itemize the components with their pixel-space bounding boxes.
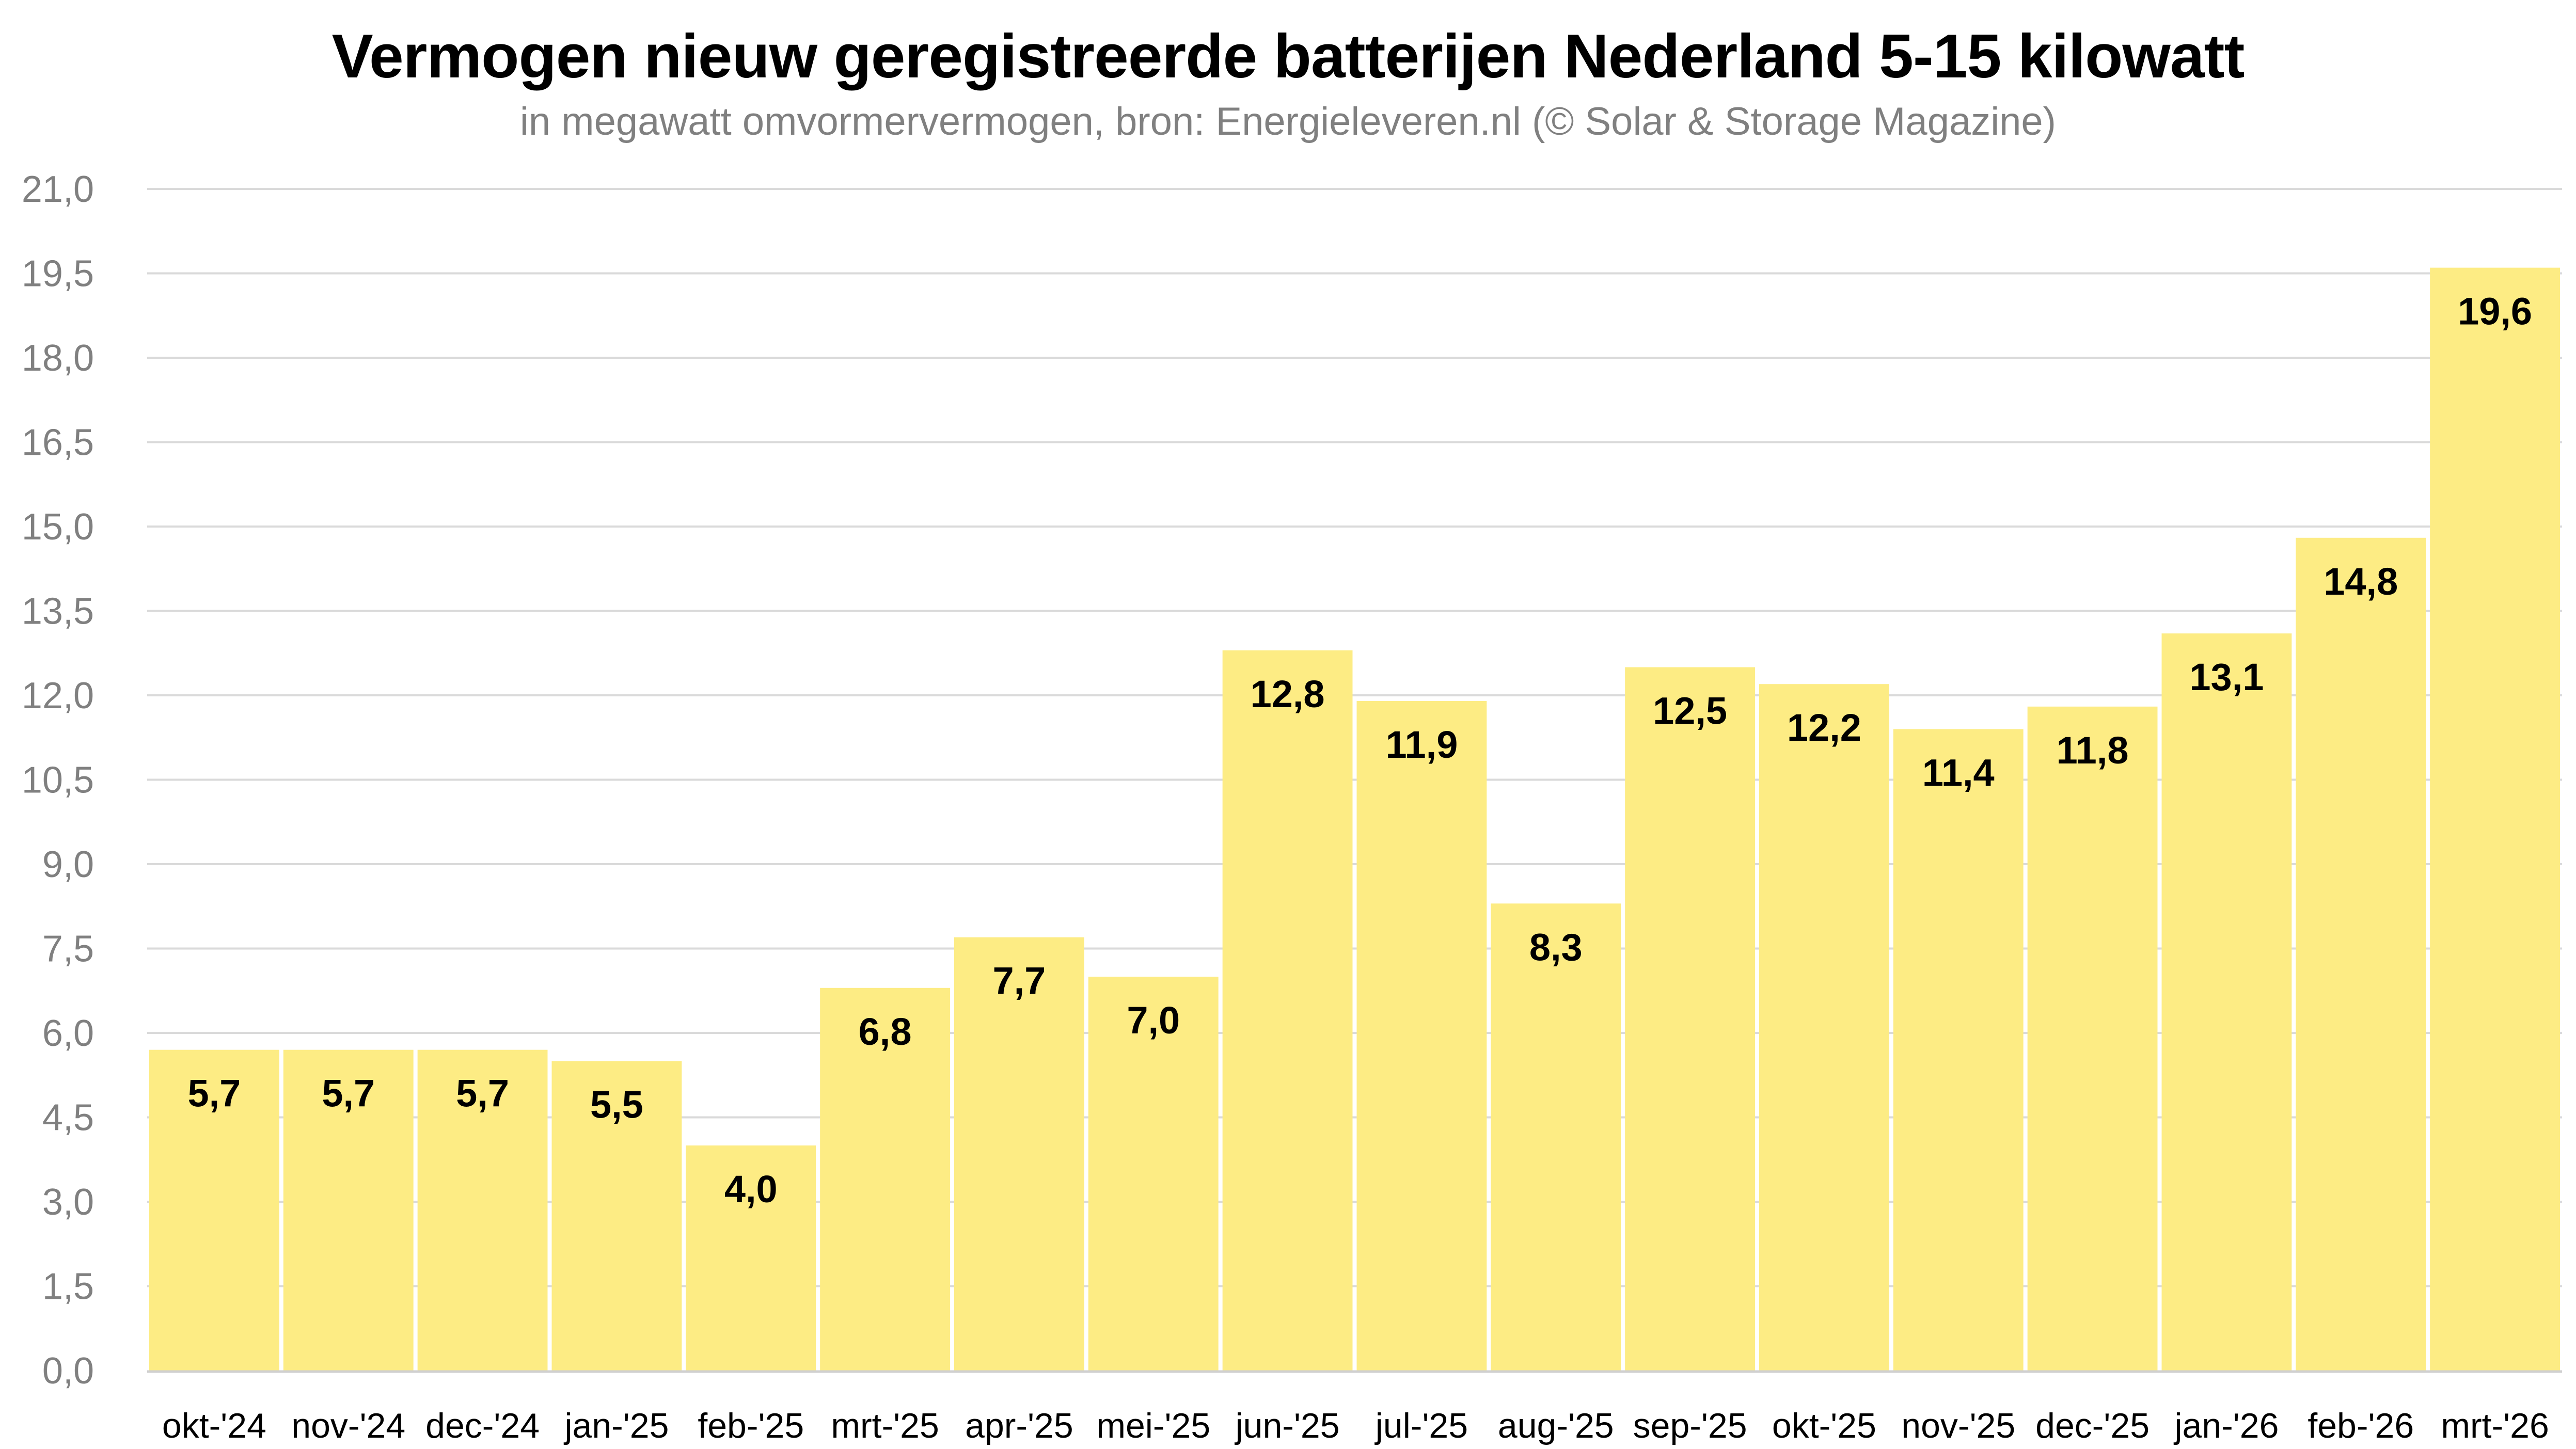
bar <box>686 1145 816 1371</box>
y-tick-label: 18,0 <box>22 338 94 379</box>
y-tick-label: 12,0 <box>22 675 94 716</box>
x-tick-label: jun-'25 <box>1235 1406 1340 1445</box>
bar <box>954 937 1084 1371</box>
bar <box>1893 729 2024 1371</box>
y-tick-label: 4,5 <box>42 1097 94 1139</box>
x-tick-label: sep-'25 <box>1633 1406 1747 1445</box>
bar <box>1759 684 1889 1371</box>
data-label: 13,1 <box>2189 656 2264 698</box>
x-tick-label: feb-'26 <box>2308 1406 2414 1445</box>
x-tick-label: jul-'25 <box>1374 1406 1468 1445</box>
bar <box>2430 267 2560 1371</box>
data-label: 4,0 <box>724 1168 778 1211</box>
data-label: 12,2 <box>1787 706 1861 749</box>
data-label: 5,7 <box>456 1072 509 1115</box>
bar <box>2296 537 2426 1371</box>
x-axis-ticks: okt-'24 nov-'24 dec-'24 jan-'25 feb-'25 mrt-'… <box>162 1406 2549 1445</box>
x-tick-label: aug-'25 <box>1498 1406 1614 1445</box>
bar <box>1491 903 1621 1371</box>
y-tick-label: 6,0 <box>42 1013 94 1054</box>
x-tick-label: dec-'24 <box>425 1406 540 1445</box>
y-tick-label: 7,5 <box>42 929 94 970</box>
data-label: 12,8 <box>1251 673 1325 715</box>
x-tick-label: mrt-'26 <box>2441 1406 2549 1445</box>
data-labels: 5,7 5,7 5,7 5,5 4,0 6,8 7,7 7,0 12,8 11,9 8,3 12,5 1… <box>187 290 2532 1211</box>
bars <box>149 267 2560 1371</box>
y-tick-label: 1,5 <box>42 1266 94 1308</box>
data-label: 7,0 <box>1127 999 1180 1042</box>
y-tick-label: 13,5 <box>22 591 94 632</box>
y-tick-label: 10,5 <box>22 760 94 801</box>
data-label: 7,7 <box>992 960 1046 1002</box>
bar <box>1088 977 1219 1371</box>
y-tick-label: 19,5 <box>22 253 94 295</box>
data-label: 11,9 <box>1385 723 1458 766</box>
data-label: 5,5 <box>590 1084 643 1126</box>
bar <box>1625 667 1755 1371</box>
bar <box>2161 633 2292 1371</box>
x-tick-label: jan-'26 <box>2173 1406 2279 1445</box>
x-tick-label: dec-'25 <box>2035 1406 2150 1445</box>
data-label: 14,8 <box>2324 560 2398 603</box>
x-tick-label: okt-'24 <box>162 1406 266 1445</box>
x-tick-label: okt-'25 <box>1772 1406 1876 1445</box>
data-label: 5,7 <box>322 1072 375 1115</box>
x-tick-label: nov-'25 <box>1901 1406 2015 1445</box>
x-tick-label: mei-'25 <box>1096 1406 1210 1445</box>
chart-title: Vermogen nieuw geregistreerde batterijen… <box>331 22 2245 91</box>
y-tick-label: 15,0 <box>22 506 94 548</box>
x-tick-label: mrt-'25 <box>831 1406 939 1445</box>
bar <box>820 988 950 1371</box>
data-label: 6,8 <box>859 1010 912 1053</box>
bar <box>1222 650 1353 1371</box>
bar <box>1356 700 1487 1371</box>
data-label: 8,3 <box>1529 926 1583 968</box>
bar <box>149 1049 279 1371</box>
y-tick-label: 3,0 <box>42 1182 94 1223</box>
bar <box>551 1061 682 1371</box>
y-axis-ticks: 0,0 1,5 3,0 4,5 6,0 7,5 9,0 10,5 12,0 13,5 15,0 16,… <box>22 169 94 1392</box>
data-label: 11,8 <box>2057 729 2129 772</box>
x-tick-label: feb-'25 <box>698 1406 804 1445</box>
gridlines <box>147 188 2562 1287</box>
y-tick-label: 9,0 <box>42 844 94 885</box>
y-tick-label: 16,5 <box>22 422 94 464</box>
y-tick-label: 0,0 <box>42 1350 94 1392</box>
bar <box>417 1049 548 1371</box>
x-tick-label: apr-'25 <box>965 1406 1073 1445</box>
x-tick-label: nov-'24 <box>291 1406 405 1445</box>
x-tick-label: jan-'25 <box>563 1406 669 1445</box>
chart-subtitle: in megawatt omvormervermogen, bron: Ener… <box>520 100 2056 144</box>
data-label: 11,4 <box>1922 751 1995 794</box>
bar <box>283 1049 414 1371</box>
data-label: 5,7 <box>187 1072 241 1115</box>
data-label: 19,6 <box>2458 290 2532 333</box>
data-label: 12,5 <box>1653 690 1727 733</box>
y-tick-label: 21,0 <box>22 169 94 210</box>
bar <box>2027 706 2158 1371</box>
